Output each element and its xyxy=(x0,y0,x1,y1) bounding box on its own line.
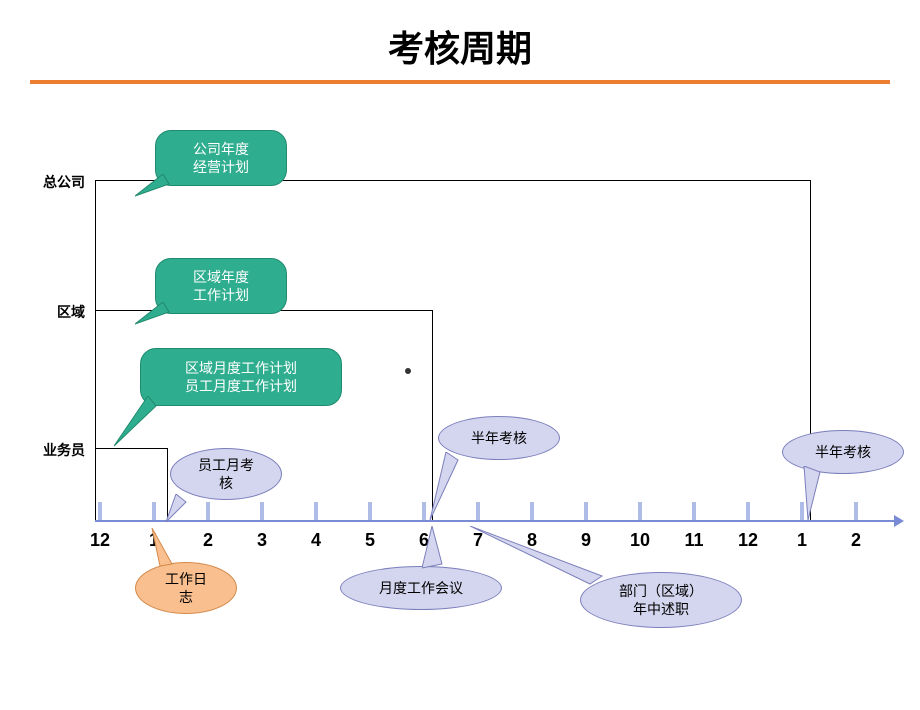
tail-icon xyxy=(798,466,824,522)
text: 区域年度 xyxy=(193,268,249,286)
axis-tick-label: 3 xyxy=(257,530,267,551)
tail-icon xyxy=(164,494,188,524)
text: 志 xyxy=(179,588,193,606)
axis-tick xyxy=(98,502,102,520)
tail-icon xyxy=(114,396,158,448)
page-indicator-icon xyxy=(405,368,411,374)
page-title: 考核周期 xyxy=(0,20,920,72)
text: 工作日 xyxy=(165,570,207,588)
text: 半年考核 xyxy=(471,429,527,447)
tail-icon xyxy=(135,174,175,198)
axis-tick xyxy=(530,502,534,520)
axis-tick xyxy=(152,502,156,520)
axis-tick-label: 4 xyxy=(311,530,321,551)
axis-tick xyxy=(854,502,858,520)
tail-icon xyxy=(470,526,610,586)
text: 公司年度 xyxy=(193,140,249,158)
axis-tick-label: 2 xyxy=(203,530,213,551)
axis-tick-label: 5 xyxy=(365,530,375,551)
text: 工作计划 xyxy=(193,286,249,304)
bubble-monthly-plans: 区域月度工作计划 员工月度工作计划 xyxy=(140,348,342,406)
axis-tick xyxy=(260,502,264,520)
baseline-vertical xyxy=(95,180,96,520)
axis-tick xyxy=(422,502,426,520)
row-label-staff: 业务员 xyxy=(43,440,85,460)
timeline-axis xyxy=(95,520,900,522)
text: 年中述职 xyxy=(633,600,689,618)
line-staff xyxy=(95,448,167,449)
axis-tick xyxy=(206,502,210,520)
text: 员工月考 xyxy=(198,456,254,474)
accent-rule xyxy=(30,80,890,84)
axis-tick xyxy=(368,502,372,520)
axis-tick-label: 11 xyxy=(684,530,703,551)
text: 月度工作会议 xyxy=(379,579,463,597)
axis-tick-label: 12 xyxy=(738,530,758,551)
tail-icon xyxy=(428,452,462,522)
bubble-work-log: 工作日 志 xyxy=(135,562,237,614)
text: 半年考核 xyxy=(815,443,871,461)
text: 员工月度工作计划 xyxy=(185,377,297,395)
axis-tick xyxy=(584,502,588,520)
bubble-employee-month: 员工月考 核 xyxy=(170,448,282,500)
tail-icon xyxy=(148,528,176,568)
text: 区域月度工作计划 xyxy=(185,359,297,377)
text: 部门（区域） xyxy=(619,582,703,600)
axis-tick-label: 10 xyxy=(630,530,650,551)
tail-icon xyxy=(135,302,175,326)
text: 核 xyxy=(219,474,233,492)
axis-tick-label: 1 xyxy=(797,530,807,551)
axis-arrow-icon xyxy=(894,515,904,527)
axis-tick xyxy=(638,502,642,520)
axis-tick xyxy=(746,502,750,520)
row-label-company: 总公司 xyxy=(43,172,85,192)
row-label-region: 区域 xyxy=(57,302,85,322)
axis-tick xyxy=(476,502,480,520)
diagram-canvas: 总公司 区域 业务员 1212345678910111212 公司年度 经营计划… xyxy=(40,110,900,670)
axis-tick-label: 12 xyxy=(90,530,110,551)
tail-icon xyxy=(422,526,446,570)
text: 经营计划 xyxy=(193,158,249,176)
axis-tick xyxy=(692,502,696,520)
axis-tick xyxy=(314,502,318,520)
axis-tick-label: 2 xyxy=(851,530,861,551)
